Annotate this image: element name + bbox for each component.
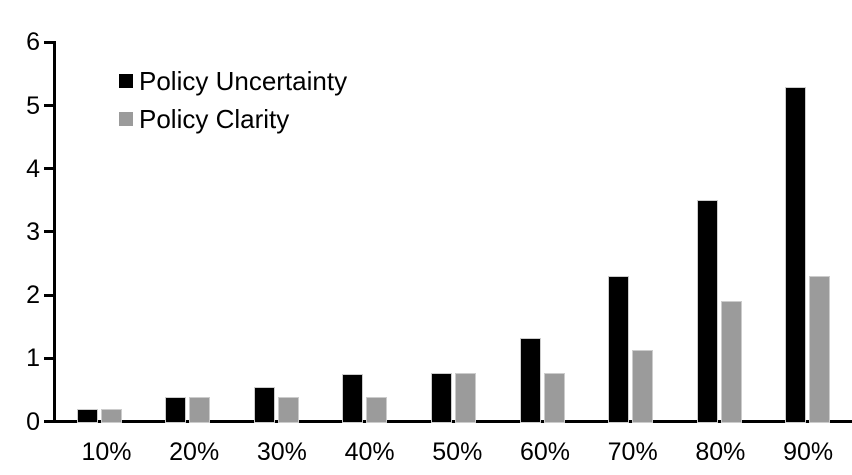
x-category-label: 70% — [607, 438, 658, 466]
bar-policy-uncertainty-30% — [253, 386, 275, 423]
bar-policy-clarity-60% — [543, 373, 565, 423]
y-tick — [44, 104, 54, 108]
bar-policy-clarity-30% — [277, 397, 299, 423]
y-tick — [44, 230, 54, 234]
legend-label-policy-clarity: Policy Clarity — [139, 104, 290, 134]
x-category-label: 20% — [169, 438, 220, 466]
policy-uncertainty-swatch-icon — [119, 74, 133, 88]
x-category-label: 30% — [256, 438, 307, 466]
y-tick-label: 3 — [26, 217, 40, 246]
legend-item-policy-clarity: Policy Clarity — [119, 100, 347, 138]
bar-policy-uncertainty-50% — [430, 372, 452, 423]
bar-policy-clarity-20% — [189, 397, 211, 423]
y-tick — [44, 40, 54, 44]
bar-policy-clarity-90% — [809, 276, 831, 423]
x-category-label: 40% — [344, 438, 395, 466]
policy-clarity-swatch-icon — [119, 112, 133, 126]
y-tick-label: 4 — [26, 154, 40, 183]
x-axis-line — [53, 420, 852, 423]
y-tick — [44, 293, 54, 297]
y-tick-label: 1 — [26, 344, 40, 373]
y-tick-label: 2 — [26, 281, 40, 310]
bar-policy-clarity-80% — [720, 301, 742, 423]
y-axis-line — [53, 41, 56, 423]
x-category-label: 50% — [432, 438, 483, 466]
legend-label-policy-uncertainty: Policy Uncertainty — [139, 66, 348, 96]
x-category-label: 80% — [695, 438, 746, 466]
bar-policy-uncertainty-10% — [76, 408, 98, 423]
bar-policy-uncertainty-60% — [519, 338, 541, 423]
legend: Policy Uncertainty Policy Clarity — [119, 62, 347, 138]
x-category-label: 10% — [81, 438, 132, 466]
y-tick — [44, 356, 54, 360]
bar-policy-uncertainty-70% — [608, 276, 630, 423]
bar-policy-clarity-50% — [454, 373, 476, 423]
bar-policy-uncertainty-90% — [785, 86, 807, 423]
y-tick-label: 5 — [26, 91, 40, 120]
bar-policy-clarity-70% — [632, 350, 654, 423]
bar-policy-clarity-10% — [100, 408, 122, 423]
bar-policy-uncertainty-20% — [165, 397, 187, 423]
bar-policy-uncertainty-40% — [342, 374, 364, 423]
bar-policy-clarity-40% — [366, 397, 388, 423]
legend-item-policy-uncertainty: Policy Uncertainty — [119, 62, 347, 100]
y-tick — [44, 420, 54, 423]
y-tick-label: 0 — [26, 407, 40, 436]
y-tick-label: 6 — [26, 28, 40, 57]
bar-policy-uncertainty-80% — [696, 200, 718, 423]
y-tick — [44, 167, 54, 171]
x-category-label: 60% — [519, 438, 571, 466]
x-category-label: 90% — [783, 438, 834, 466]
